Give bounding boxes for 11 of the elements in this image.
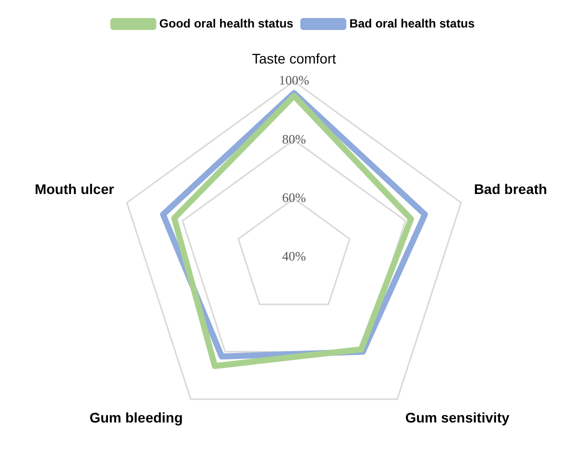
y-tick-label: 40% [282,248,306,264]
legend-label: Good oral health status [159,16,294,30]
y-tick-label: 60% [282,190,306,205]
spoke-label: Gum sensitivity [405,409,510,426]
spoke-label: Bad breath [474,180,548,197]
legend-label: Bad oral health status [349,16,476,30]
spoke-label: Gum bleeding [89,409,183,426]
y-tick-label: 100% [278,72,310,88]
spoke-label: Mouth ulcer [34,180,115,197]
y-tick-label: 80% [282,131,306,146]
spoke-label: Taste comfort [252,50,336,66]
